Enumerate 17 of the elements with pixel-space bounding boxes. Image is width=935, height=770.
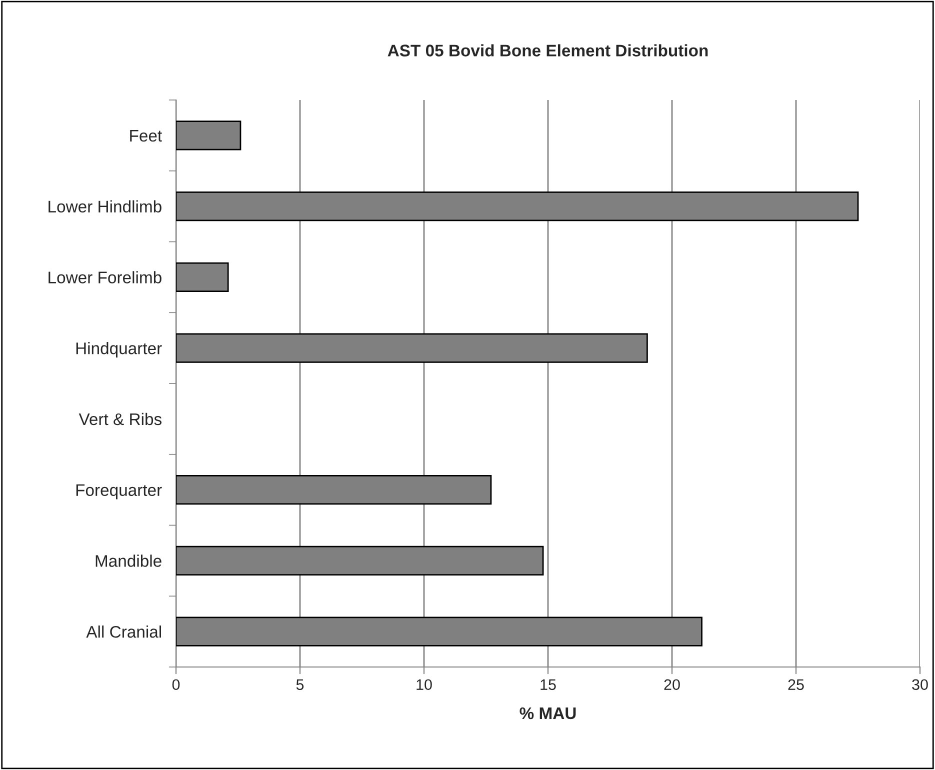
y-tick-label: Lower Hindlimb [48,200,162,213]
y-tick-label: Vert & Ribs [78,412,162,426]
y-tick-label: Lower Forelimb [48,271,162,284]
y-tick-label: Mandible [96,554,162,567]
x-tick-label: 0 [172,679,180,690]
x-tick-label: 5 [296,679,304,690]
x-axis-title: % MAU [520,707,576,720]
y-tick-label: Forequarter [76,484,162,500]
y-tick-label: All Cranial [86,626,161,638]
x-tick-label: 30 [912,679,928,690]
x-tick-label: 10 [416,679,432,690]
chart-title: AST 05 Bovid Bone Element Distribution [388,44,708,56]
x-tick-label: 25 [788,679,804,690]
x-tick-label: 15 [540,679,556,690]
x-tick-label: 20 [664,679,680,690]
y-tick-label: Hindquarter [76,342,162,358]
y-tick-label: Feet [130,130,162,142]
